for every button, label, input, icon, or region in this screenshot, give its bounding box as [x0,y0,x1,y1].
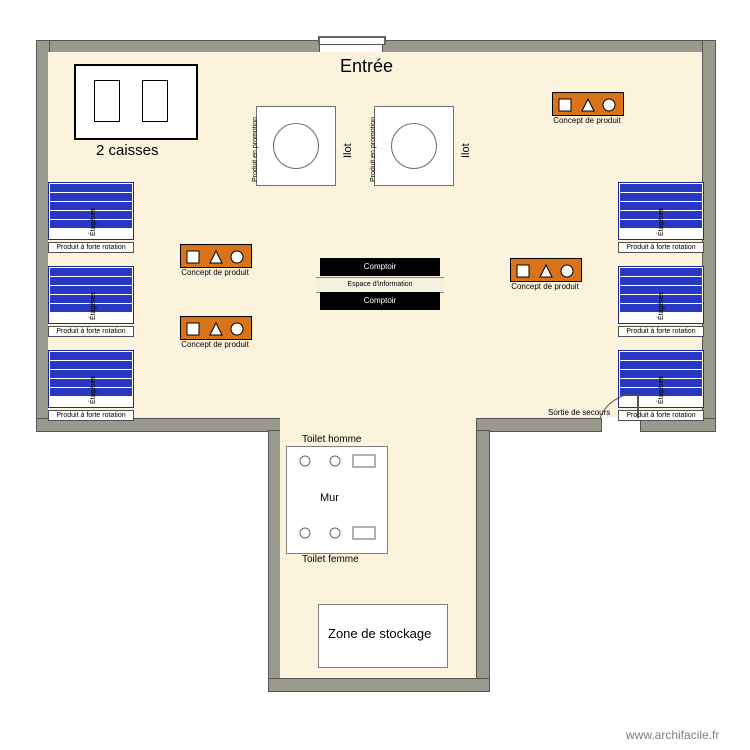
rot-r2: Produit à forte rotation [618,326,704,337]
entree-label: Entrée [340,56,393,77]
concept-2-label: Concept de produit [180,268,250,277]
ilot-1-circle [273,123,319,169]
wall-main-bottom-right-a [476,418,602,432]
ilot-2 [374,106,454,186]
register-1 [94,80,120,122]
counter-mid: Espace d'information [316,277,444,293]
ilot-2-promo: Produit en promotion [370,117,377,182]
shelf-r3-etag: Étagères [658,376,665,404]
concept-3-label: Concept de produit [510,282,580,291]
shelf-r2-etag: Étagères [658,292,665,320]
wall-entrance-lip [318,36,386,45]
ilot-2-label: Ilot [460,143,472,158]
rot-l2: Produit à forte rotation [48,326,134,337]
register-2 [142,80,168,122]
shelf-l3-etag: Étagères [90,376,97,404]
stockage-label: Zone de stockage [328,626,431,641]
toilet-f-label: Toilet femme [302,554,359,565]
counter-bot: Comptoir [320,292,440,310]
wall-annex-bottom [268,678,490,692]
ilot-1 [256,106,336,186]
concept-4 [180,316,252,340]
toilet-h-label: Toilet homme [302,434,361,445]
mur-label: Mur [320,492,339,504]
ilot-1-promo: Produit en promotion [252,117,259,182]
shelf-l1-etag: Étagères [90,208,97,236]
ilot-2-circle [391,123,437,169]
wall-main-right [702,40,716,432]
shelf-l2-etag: Étagères [90,292,97,320]
ilot-1-label: Ilot [342,143,354,158]
concept-1 [552,92,624,116]
counter-top: Comptoir [320,258,440,276]
rot-l3: Produit à forte rotation [48,410,134,421]
rot-l1: Produit à forte rotation [48,242,134,253]
wall-annex-right [476,430,490,692]
caisses-label: 2 caisses [96,142,159,159]
concept-1-label: Concept de produit [552,116,622,125]
concept-2 [180,244,252,268]
exit-door-arc [600,394,644,420]
concept-3 [510,258,582,282]
watermark: www.archifacile.fr [626,728,719,742]
concept-4-label: Concept de produit [180,340,250,349]
shelf-r1-etag: Étagères [658,208,665,236]
caisses-box [74,64,198,140]
rot-r1: Produit à forte rotation [618,242,704,253]
